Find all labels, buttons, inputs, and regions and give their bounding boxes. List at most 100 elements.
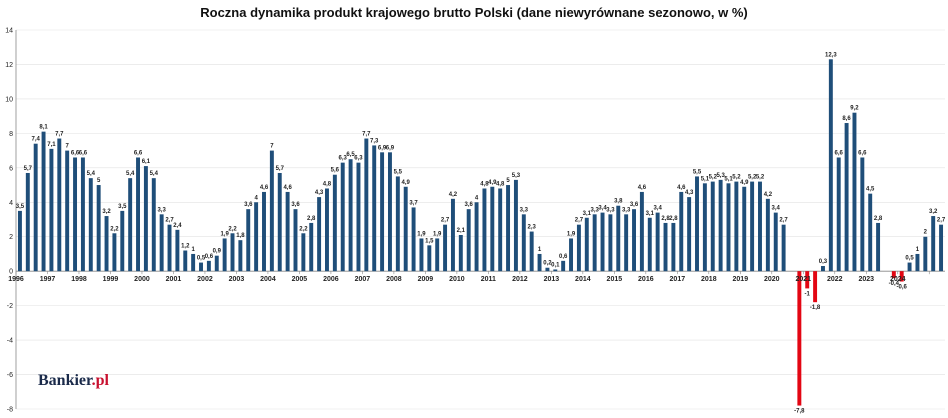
bar [49,148,54,272]
x-tick-label: 2008 [386,276,402,283]
data-label: 3,6 [244,202,253,208]
y-tick-label: 2 [9,234,13,241]
bar [301,233,306,272]
x-tick-label: 2022 [827,276,843,283]
bar [380,152,385,272]
bar [521,214,526,272]
data-label: 3,3 [590,207,599,213]
data-label: 8,6 [842,116,851,122]
data-label: 3,3 [157,207,166,213]
data-label: 5 [97,178,101,184]
data-label: 2,7 [165,218,174,224]
bar [458,235,463,272]
data-label: 1,9 [567,231,576,237]
bar [159,214,164,272]
bar [403,186,408,272]
bar [710,181,715,272]
data-label: 6,6 [858,150,867,156]
data-label: 5,1 [724,176,733,182]
bar [876,222,881,272]
bar [695,176,699,272]
data-label: -0,6 [897,285,908,291]
data-label: 5,3 [716,173,725,179]
data-label: 5,4 [87,171,96,177]
bar [569,238,574,272]
data-label: -1,8 [810,305,821,311]
data-label: 1 [538,247,542,253]
data-label: 2,8 [661,216,670,222]
x-tick-label: 2006 [323,276,339,283]
bar [679,191,684,272]
bar [136,157,140,272]
bar [285,191,290,272]
x-tick-label: 1996 [8,276,24,283]
bar [891,271,896,279]
y-tick-label: 6 [9,165,13,172]
y-tick-label: 4 [9,200,13,207]
bar [624,214,629,272]
bar [553,269,558,272]
bar [183,250,188,272]
bar [616,205,621,272]
data-label: 5,3 [512,173,521,179]
data-label: 6,6 [134,150,143,156]
bar [317,197,322,272]
bar [671,222,676,272]
bar [277,172,282,272]
data-label: 2,8 [307,216,316,222]
bar [718,179,723,272]
data-label: 4,2 [449,192,458,198]
bar [356,162,361,272]
x-tick-label: 2013 [544,276,560,283]
data-label: 6,6 [79,150,88,156]
bar [206,260,211,272]
x-tick-label: 1999 [103,276,119,283]
data-label: -0,4 [889,281,900,287]
data-label: -7,8 [794,409,805,415]
data-label: 6,3 [354,156,363,162]
data-label: 2,8 [669,216,678,222]
data-label: 3,3 [520,207,529,213]
bar [852,112,857,272]
bar [773,212,778,272]
data-label: 0,5 [197,256,206,262]
bar [293,209,298,272]
bar [537,253,542,272]
bar [199,262,203,272]
data-label: 5,4 [150,171,159,177]
data-label: 4,6 [260,185,269,191]
bar [17,210,22,272]
data-label: 2,2 [228,226,237,232]
bar [466,209,471,272]
bar [592,214,597,272]
data-label: 5,2 [748,175,757,181]
data-label: 3,2 [929,209,938,215]
data-label: 5,6 [331,168,340,174]
bar [230,233,235,272]
data-label: 5,5 [394,169,403,175]
data-label: 0,6 [559,254,568,260]
data-label: 3,1 [646,211,655,217]
bar [844,123,849,272]
data-label: 4,9 [740,180,749,186]
data-label: 0,2 [543,261,552,267]
y-axis: -8 -6 -4 -2 0 2 4 6 8 10 12 14 [5,28,17,414]
data-label: 3,6 [465,202,474,208]
data-label: 0,9 [213,249,222,255]
y-tick-label: 10 [5,96,13,103]
data-label: 3,4 [772,206,781,212]
x-tick-label: 2007 [355,276,371,283]
bar [742,186,747,272]
data-label: 5,7 [24,166,33,172]
bar [214,255,219,272]
data-label: 6,9 [386,145,395,151]
x-tick-label: 2023 [858,276,874,283]
data-label: 4,5 [866,187,875,193]
bar [238,240,243,272]
bar [96,185,101,272]
x-tick-label: 2012 [512,276,528,283]
bar [151,178,156,272]
data-label: 2,7 [575,218,584,224]
data-label: 3,5 [16,204,25,210]
bar [128,178,133,272]
